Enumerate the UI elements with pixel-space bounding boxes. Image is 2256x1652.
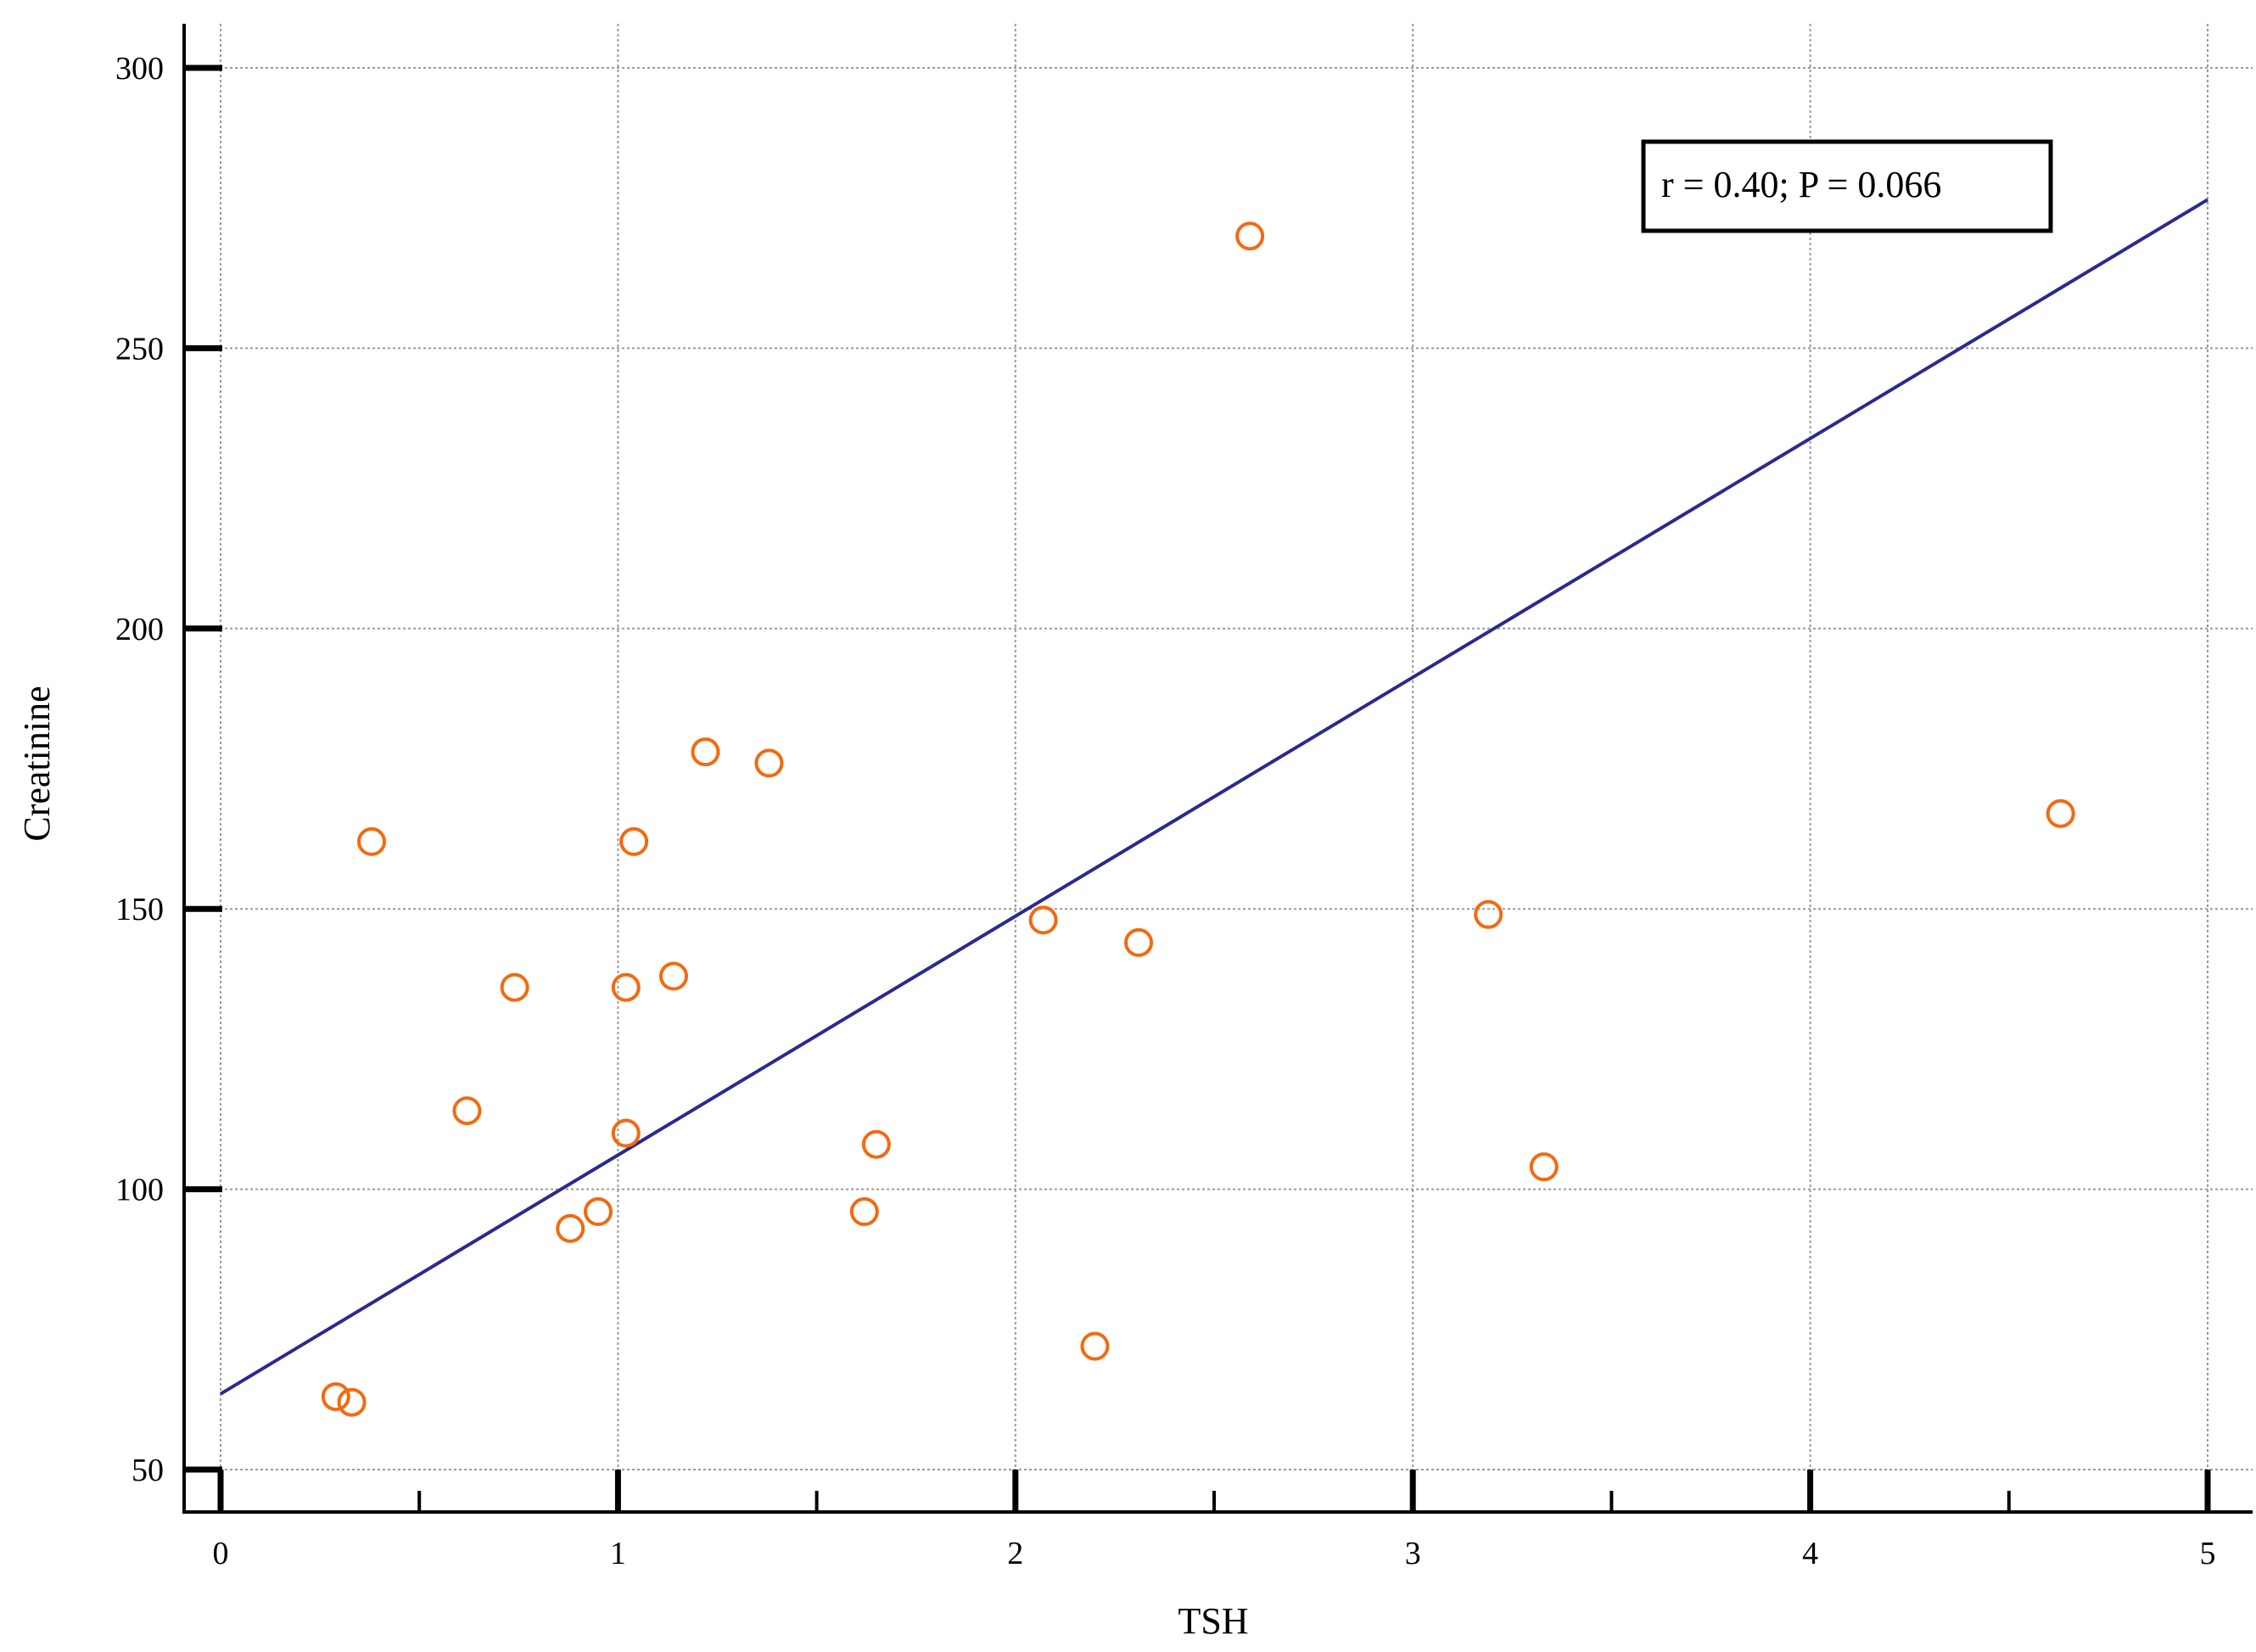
regression-line-group (219, 198, 2209, 1396)
data-point-14 (861, 1129, 891, 1159)
data-point-20 (1529, 1152, 1559, 1182)
data-point-15 (1028, 905, 1058, 935)
data-point-17 (1124, 927, 1154, 957)
data-point-8 (611, 1118, 641, 1148)
correlation-annotation: r = 0.40; P = 0.066 (1661, 164, 1941, 205)
data-point-19 (1474, 899, 1503, 929)
data-point-10 (658, 961, 688, 991)
data-point-2 (356, 826, 386, 856)
y-tick-label-1: 100 (115, 1173, 164, 1208)
data-point-9 (619, 826, 649, 856)
data-point-13 (849, 1197, 879, 1227)
data-point-1 (337, 1387, 367, 1417)
x-tick-label-2: 2 (1007, 1536, 1023, 1571)
data-point-3 (452, 1096, 482, 1126)
axis-lines (182, 24, 2253, 1514)
data-point-12 (754, 748, 784, 778)
data-point-16 (1080, 1331, 1110, 1361)
data-point-5 (556, 1213, 585, 1243)
regression-line (219, 198, 2209, 1396)
axes (182, 24, 2253, 1514)
data-point-6 (583, 1197, 613, 1227)
annotation-box: r = 0.40; P = 0.066 (1641, 139, 2053, 233)
y-tick-label-4: 250 (115, 331, 164, 367)
data-point-11 (691, 737, 720, 767)
data-point-7 (611, 972, 641, 1002)
x-tick-label-1: 1 (610, 1536, 626, 1571)
data-points (321, 221, 2075, 1417)
data-point-0 (321, 1382, 350, 1412)
x-tick-label-0: 0 (213, 1536, 229, 1571)
data-point-4 (500, 972, 529, 1002)
y-tick-label-0: 50 (132, 1453, 164, 1488)
data-point-21 (2046, 798, 2075, 828)
data-point-18 (1235, 221, 1265, 251)
tick-labels: 0 1 2 3 4 5 50 100 150 200 250 300 (115, 51, 2216, 1571)
x-axis-label: TSH (1178, 1600, 1248, 1642)
y-tick-label-5: 300 (115, 51, 164, 87)
grid (184, 24, 2253, 1512)
y-tick-label-3: 200 (115, 612, 164, 647)
y-axis-label: Creatinine (16, 686, 58, 841)
y-tick-label-2: 150 (115, 892, 164, 927)
x-tick-label-5: 5 (2200, 1536, 2216, 1571)
x-tick-label-4: 4 (1802, 1536, 1818, 1571)
x-tick-label-3: 3 (1405, 1536, 1421, 1571)
